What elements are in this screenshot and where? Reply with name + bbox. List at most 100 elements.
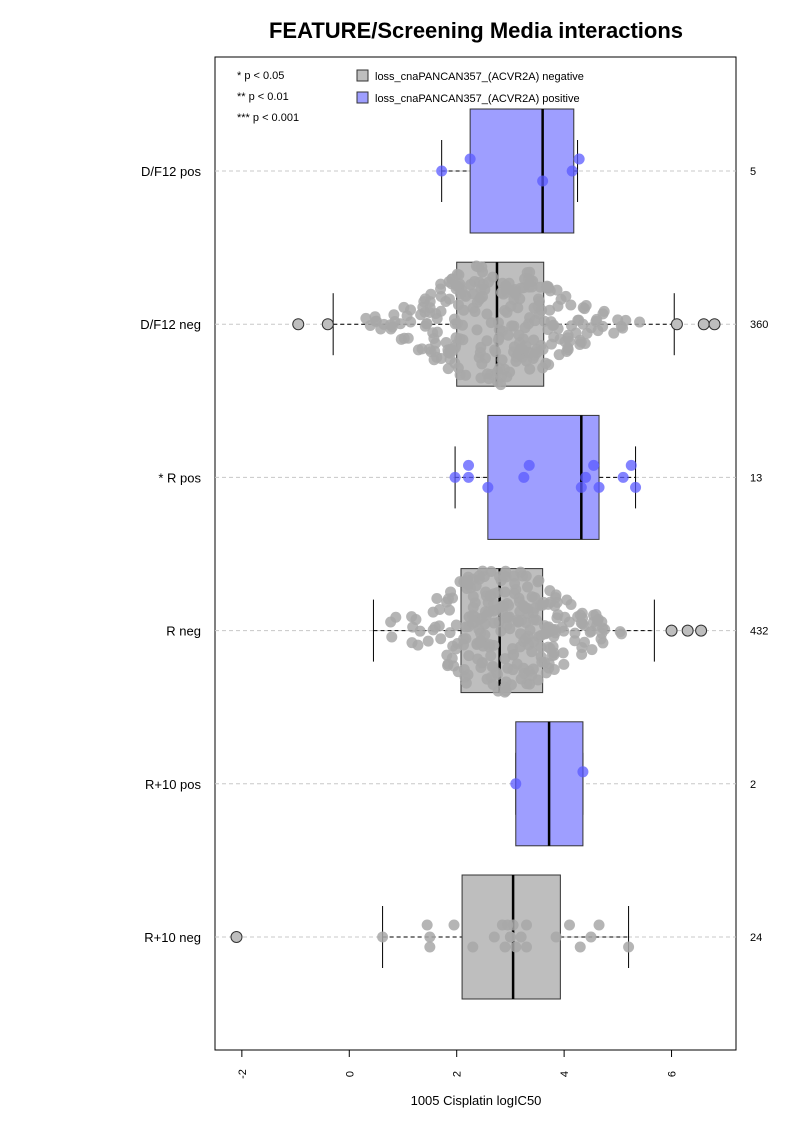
data-point <box>577 766 589 778</box>
data-point <box>454 288 466 300</box>
significance-label: *** p < 0.001 <box>237 112 299 124</box>
data-point <box>488 931 500 943</box>
data-point <box>466 609 478 621</box>
data-point <box>433 620 445 632</box>
data-point <box>471 324 483 336</box>
data-point <box>575 481 587 493</box>
data-point <box>527 607 539 619</box>
data-point <box>552 609 564 621</box>
data-point <box>482 276 494 288</box>
data-point <box>471 637 483 649</box>
data-point <box>574 609 586 621</box>
data-point <box>394 318 406 330</box>
data-point <box>540 357 552 369</box>
data-point <box>453 269 465 281</box>
data-point <box>557 647 569 659</box>
data-point <box>431 351 443 363</box>
data-point <box>597 320 609 332</box>
data-point <box>431 592 443 604</box>
data-point <box>458 633 470 645</box>
data-point <box>472 261 484 273</box>
data-point <box>503 599 515 611</box>
data-point <box>510 778 522 790</box>
data-point <box>502 611 514 623</box>
x-tick-label: -2 <box>237 1069 249 1079</box>
data-point <box>448 919 460 931</box>
outlier-point <box>697 318 710 331</box>
data-point <box>484 590 496 602</box>
data-point <box>501 286 513 298</box>
data-point <box>442 593 454 605</box>
data-point <box>493 616 505 628</box>
data-point <box>482 481 494 493</box>
data-point <box>369 311 381 323</box>
data-point <box>522 581 534 593</box>
data-point <box>421 919 433 931</box>
data-point <box>542 281 554 293</box>
data-point <box>481 335 493 347</box>
data-point <box>504 623 516 635</box>
data-point <box>537 596 549 608</box>
data-point <box>523 459 535 471</box>
data-point <box>569 635 581 647</box>
data-point <box>388 309 400 321</box>
data-point <box>508 293 520 305</box>
data-point <box>538 315 550 327</box>
data-point <box>533 631 545 643</box>
data-point <box>547 319 559 331</box>
data-point <box>515 931 527 943</box>
data-point <box>464 153 476 165</box>
data-point <box>406 611 418 623</box>
data-point <box>574 941 586 953</box>
data-point <box>402 332 414 344</box>
data-point <box>595 633 607 645</box>
data-point <box>493 332 505 344</box>
data-point <box>518 471 530 483</box>
data-point <box>424 931 436 943</box>
data-point <box>575 336 587 348</box>
data-point <box>469 305 481 317</box>
data-point <box>493 362 505 374</box>
data-point <box>463 471 475 483</box>
data-point <box>452 362 464 374</box>
data-point <box>527 663 539 675</box>
data-point <box>532 293 544 305</box>
data-point <box>424 941 436 953</box>
data-point <box>499 586 511 598</box>
outlier-point <box>695 624 708 637</box>
outlier-point <box>321 318 334 331</box>
data-point <box>535 641 547 653</box>
data-point <box>577 302 589 314</box>
data-point <box>486 661 498 673</box>
data-point <box>502 329 514 341</box>
group-count: 360 <box>750 319 768 331</box>
data-point <box>533 574 545 586</box>
data-point <box>463 459 475 471</box>
data-point <box>588 459 600 471</box>
data-point <box>496 354 508 366</box>
data-point <box>490 346 502 358</box>
data-point <box>608 327 620 339</box>
legend-swatch <box>356 91 369 104</box>
data-point <box>364 319 376 331</box>
data-point <box>406 637 418 649</box>
data-point <box>440 295 452 307</box>
data-point <box>572 314 584 326</box>
data-point <box>420 318 432 330</box>
data-point <box>377 931 389 943</box>
data-point <box>495 379 507 391</box>
data-point <box>630 481 642 493</box>
legend-label: loss_cnaPANCAN357_(ACVR2A) negative <box>375 71 584 83</box>
data-point <box>521 941 533 953</box>
data-point <box>516 570 528 582</box>
legend-label: loss_cnaPANCAN357_(ACVR2A) positive <box>375 93 580 105</box>
data-point <box>501 306 513 318</box>
data-point <box>461 583 473 595</box>
data-point <box>425 288 437 300</box>
data-point <box>612 314 624 326</box>
data-point <box>467 591 479 603</box>
data-point <box>502 919 514 931</box>
data-point <box>563 919 575 931</box>
data-point <box>450 643 462 655</box>
x-tick-label: 4 <box>559 1071 571 1077</box>
